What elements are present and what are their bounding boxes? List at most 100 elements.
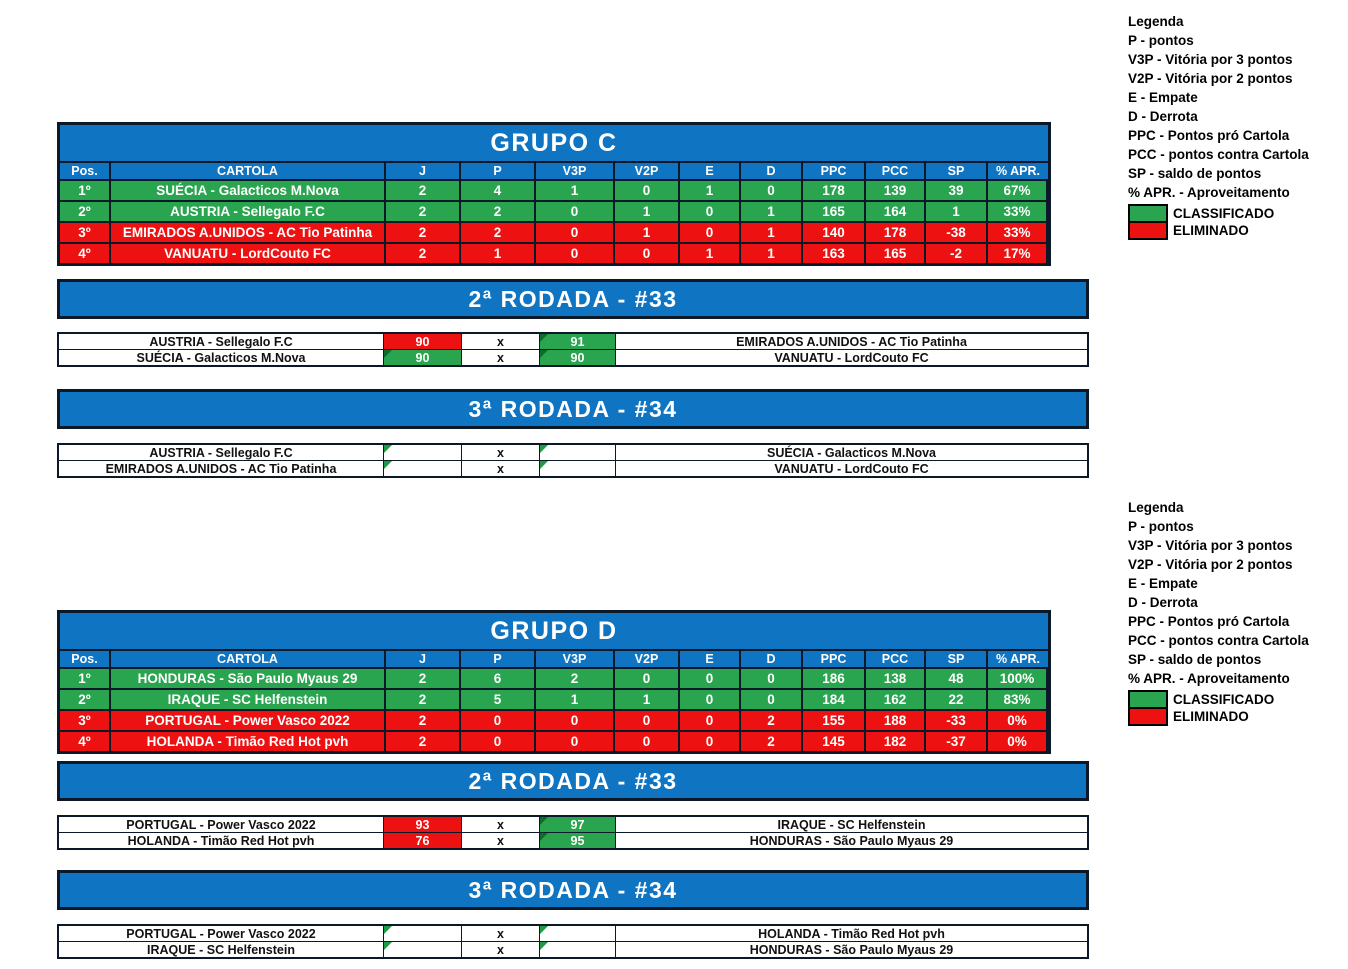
legend-item: V3P - Vitória por 3 pontos [1128, 52, 1293, 67]
ppc-cell: 145 [803, 732, 866, 751]
group-d-standings-table: GRUPO D Pos. CARTOLA J P V3P V2P E D PPC PCC SP% A… [57, 610, 1051, 754]
away-score-cell[interactable]: 91 [540, 334, 616, 350]
matches-table: PORTUGAL - Power Vasco 2022 93 x 97 IRAQ… [57, 815, 1089, 850]
sp-cell: -37 [926, 732, 988, 751]
versus-cell: x [462, 833, 540, 848]
position-cell: 1º [60, 181, 111, 202]
draw-cell: 0 [680, 669, 741, 690]
home-score-cell[interactable]: 90 [384, 334, 462, 350]
eliminated-color-swatch [1128, 707, 1168, 726]
loss-cell: 0 [741, 669, 803, 690]
column-header: P [461, 651, 536, 669]
legend-item: V2P - Vitória por 2 pontos [1128, 557, 1293, 572]
round-banner: 2ª RODADA - #33 [57, 761, 1089, 801]
draw-cell: 0 [680, 690, 741, 711]
legend-item: D - Derrota [1128, 595, 1198, 610]
ppc-cell: 184 [803, 690, 866, 711]
column-header: P [461, 163, 536, 181]
legend-item: V2P - Vitória por 2 pontos [1128, 71, 1293, 86]
pcc-cell: 165 [866, 244, 926, 263]
legend-title: Legenda [1128, 14, 1184, 29]
eliminated-label: ELIMINADO [1173, 223, 1249, 238]
away-score-cell[interactable] [540, 926, 616, 942]
away-score-cell[interactable] [540, 942, 616, 957]
home-score-cell[interactable] [384, 445, 462, 461]
v3p-cell: 0 [536, 244, 615, 263]
legend-item: D - Derrota [1128, 109, 1198, 124]
away-score-cell[interactable]: 95 [540, 833, 616, 848]
column-header: D [741, 163, 803, 181]
standings-body: 1º SUÉCIA - Galacticos M.Nova 2 4 1 0 1 … [60, 181, 1048, 263]
loss-cell: 1 [741, 244, 803, 263]
match-row: EMIRADOS A.UNIDOS - AC Tio Patinha x VAN… [59, 461, 1087, 476]
away-team-cell: HOLANDA - Timão Red Hot pvh [616, 926, 1087, 942]
column-header: SP [926, 651, 988, 669]
home-score-cell[interactable]: 90 [384, 350, 462, 365]
apr-cell: 100% [988, 669, 1048, 690]
v3p-cell: 2 [536, 669, 615, 690]
versus-cell: x [462, 334, 540, 350]
match-row: PORTUGAL - Power Vasco 2022 x HOLANDA - … [59, 926, 1087, 942]
draw-cell: 0 [680, 202, 741, 223]
loss-cell: 0 [741, 690, 803, 711]
column-header: PCC [866, 651, 926, 669]
games-cell: 2 [386, 669, 461, 690]
legend-item: E - Empate [1128, 90, 1198, 105]
ppc-cell: 155 [803, 711, 866, 732]
ppc-cell: 140 [803, 223, 866, 244]
v3p-cell: 0 [536, 202, 615, 223]
away-score-cell[interactable] [540, 445, 616, 461]
points-cell: 0 [461, 711, 536, 732]
points-cell: 2 [461, 223, 536, 244]
standings-row: 3º EMIRADOS A.UNIDOS - AC Tio Patinha 2 … [60, 223, 1048, 244]
home-team-cell: AUSTRIA - Sellegalo F.C [59, 334, 384, 350]
away-score-cell[interactable] [540, 461, 616, 476]
home-score-cell[interactable] [384, 926, 462, 942]
v2p-cell: 0 [615, 669, 680, 690]
away-score-cell[interactable]: 97 [540, 817, 616, 833]
ppc-cell: 163 [803, 244, 866, 263]
legend-item: PPC - Pontos pró Cartola [1128, 128, 1290, 143]
apr-cell: 0% [988, 732, 1048, 751]
column-header: Pos. [60, 651, 111, 669]
sp-cell: 48 [926, 669, 988, 690]
v2p-cell: 0 [615, 181, 680, 202]
home-score-cell[interactable] [384, 942, 462, 957]
position-cell: 3º [60, 711, 111, 732]
away-score-cell[interactable]: 90 [540, 350, 616, 365]
points-cell: 0 [461, 732, 536, 751]
legend-eliminated-row: ELIMINADO [1128, 707, 1348, 726]
home-score-cell[interactable]: 93 [384, 817, 462, 833]
draw-cell: 1 [680, 244, 741, 263]
home-score-cell[interactable] [384, 461, 462, 476]
draw-cell: 0 [680, 711, 741, 732]
games-cell: 2 [386, 202, 461, 223]
position-cell: 2º [60, 690, 111, 711]
pcc-cell: 188 [866, 711, 926, 732]
games-cell: 2 [386, 732, 461, 751]
legend-item: % APR. - Aproveitamento [1128, 185, 1290, 200]
apr-cell: 33% [988, 223, 1048, 244]
points-cell: 1 [461, 244, 536, 263]
column-header: CARTOLA [111, 651, 386, 669]
column-header: CARTOLA [111, 163, 386, 181]
away-team-cell: VANUATU - LordCouto FC [774, 350, 929, 365]
column-header: Pos. [60, 163, 111, 181]
sp-cell: 22 [926, 690, 988, 711]
team-name-cell: AUSTRIA - Sellegalo F.C [111, 202, 386, 223]
match-row: PORTUGAL - Power Vasco 2022 93 x 97 IRAQ… [59, 817, 1087, 833]
versus-cell: x [462, 445, 540, 461]
column-header: D [741, 651, 803, 669]
home-score-cell[interactable]: 76 [384, 833, 462, 848]
draw-cell: 0 [680, 732, 741, 751]
points-cell: 6 [461, 669, 536, 690]
versus-cell: x [462, 461, 540, 476]
position-cell: 2º [60, 202, 111, 223]
legend-item: SP - saldo de pontos [1128, 166, 1262, 181]
group-title: GRUPO D [60, 613, 1048, 651]
home-team-cell: SUÉCIA - Galacticos M.Nova [59, 350, 384, 365]
team-name-cell: HOLANDA - Timão Red Hot pvh [111, 732, 386, 751]
games-cell: 2 [386, 181, 461, 202]
column-header: PCC [866, 163, 926, 181]
